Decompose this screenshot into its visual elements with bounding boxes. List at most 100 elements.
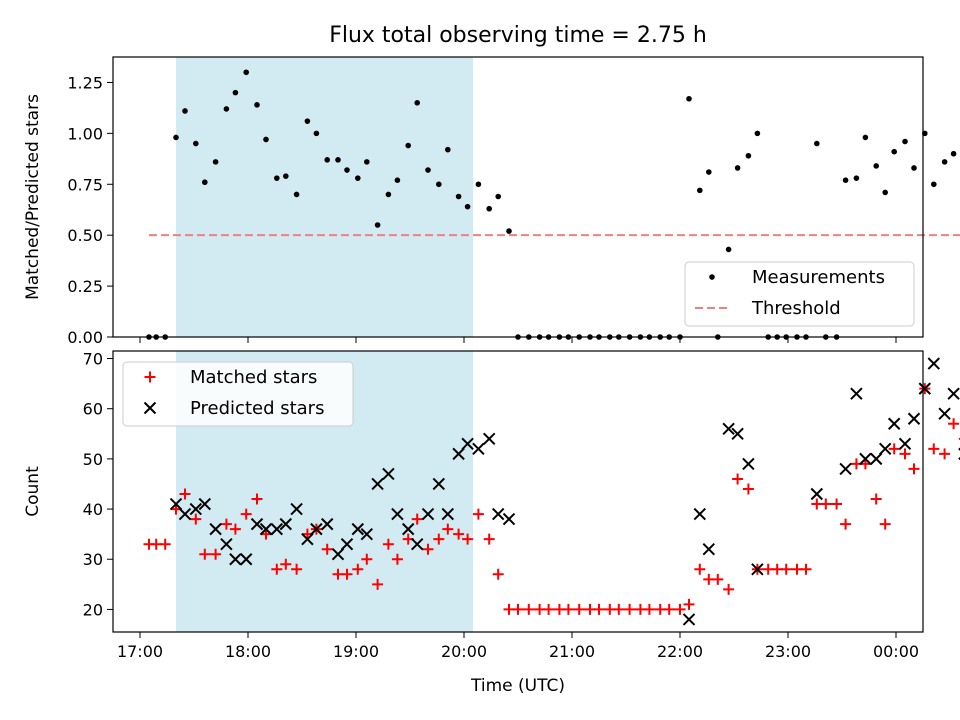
x-tick-label: 19:00 [333, 642, 379, 661]
predicted-star-point [270, 522, 284, 536]
matched-star-point [492, 568, 504, 580]
measurement-point [697, 187, 703, 194]
x-tick-label: 17:00 [117, 642, 163, 661]
matched-star-point [732, 473, 744, 485]
measurement-point [745, 152, 752, 159]
matched-star-point [562, 603, 574, 615]
predicted-star-point [731, 427, 744, 441]
predicted-star-point [360, 527, 374, 541]
matched-star-point [220, 518, 232, 530]
matched-star-point [251, 493, 263, 505]
measurement-point [725, 246, 732, 253]
predicted-star-point [371, 477, 384, 491]
matched-star-point [159, 538, 171, 550]
predicted-star-point [869, 452, 883, 466]
y-tick-label: 60 [83, 400, 103, 419]
matched-star-point [229, 523, 241, 535]
matched-star-point [433, 533, 445, 545]
matched-star-point [928, 443, 940, 455]
matched-star-point [271, 563, 283, 575]
predicted-star-point [169, 497, 183, 511]
matched-star-point [593, 603, 605, 615]
matched-star-point [573, 603, 585, 615]
matched-star-point [210, 548, 222, 560]
predicted-star-point [839, 462, 852, 476]
matched-star-point [411, 513, 423, 525]
predicted-star-point [178, 507, 192, 521]
matched-star-point [512, 603, 524, 615]
predicted-star-point [382, 467, 395, 481]
matched-star-point [462, 533, 474, 545]
matched-star-point [472, 508, 484, 520]
matched-star-point [899, 448, 911, 460]
predicted-star-point [850, 387, 863, 400]
chart-title: Flux total observing time = 2.75 h [329, 23, 707, 48]
y-tick-label: 30 [83, 550, 103, 569]
y-tick-label: 0.50 [67, 226, 103, 245]
legend-label: Matched stars [190, 367, 317, 388]
y-tick-label: 0.25 [67, 277, 103, 296]
predicted-star-point [491, 507, 505, 521]
measurement-point [304, 118, 311, 124]
measurement-point [313, 130, 320, 137]
measurement-point [324, 157, 331, 163]
y-tick-label: 0.00 [67, 328, 103, 347]
matched-star-point [694, 563, 706, 575]
predicted-star-point [859, 452, 872, 466]
matched-star-point [831, 498, 843, 510]
predicted-star-point [742, 457, 755, 471]
measurement-point [193, 140, 199, 147]
x-tick-label: 21:00 [549, 642, 595, 661]
measurement-point [950, 150, 957, 157]
predicted-star-point [290, 502, 303, 516]
predicted-star-point [452, 447, 465, 461]
x-tick-label: 22:00 [657, 642, 703, 661]
matched-star-point [888, 443, 900, 455]
predicted-star-point [907, 412, 921, 425]
matched-star-point [453, 528, 465, 540]
predicted-star-point [461, 437, 474, 451]
matched-star-point [624, 603, 636, 615]
predicted-star-point [220, 537, 233, 551]
matched-star-point [543, 603, 555, 615]
y-tick-label: 70 [83, 350, 103, 369]
predicted-star-point [198, 497, 212, 511]
measurement-point [414, 100, 421, 106]
measurement-point [931, 181, 937, 188]
legend-x-icon [143, 401, 157, 415]
predicted-star-point [320, 517, 334, 531]
measurement-point [212, 159, 219, 165]
matched-star-point [643, 603, 655, 615]
matched-star-point [382, 538, 394, 550]
shaded-interval [176, 57, 473, 337]
matched-star-point [820, 498, 832, 510]
matched-star-point [908, 463, 920, 475]
measurement-point [891, 148, 897, 155]
y-axis-label: Matched/Predicted stars [23, 94, 43, 300]
predicted-star-point [722, 422, 735, 435]
measurement-point [405, 142, 412, 149]
legend-label: Measurements [752, 267, 885, 288]
matched-star-point [422, 543, 434, 555]
predicted-star-point [301, 532, 314, 546]
predicted-star-point [391, 507, 404, 521]
measurement-point [263, 136, 269, 143]
measurement-point [455, 193, 462, 200]
measurement-point [274, 175, 280, 181]
measurement-point [374, 222, 381, 228]
predicted-star-point [898, 437, 912, 451]
y-tick-label: 40 [83, 500, 103, 519]
measurement-point [182, 108, 188, 114]
matched-star-point [341, 568, 353, 580]
matched-star-point [948, 418, 960, 430]
matched-star-point [523, 603, 535, 615]
measurement-point [911, 165, 917, 171]
predicted-star-point [482, 432, 496, 446]
matched-star-point [712, 573, 724, 585]
matched-star-point [840, 518, 852, 530]
predicted-star-point [472, 442, 485, 456]
measurement-point [445, 146, 451, 153]
matched-star-point [391, 553, 403, 565]
measurement-point [486, 205, 493, 212]
